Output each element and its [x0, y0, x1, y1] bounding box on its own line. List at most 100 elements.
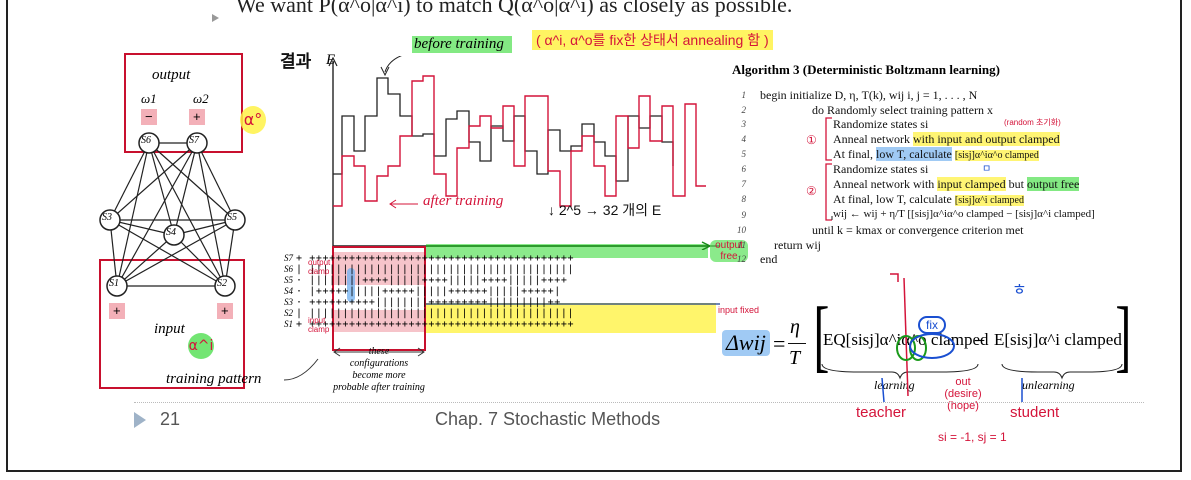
formula-equals: =: [773, 331, 786, 356]
algo-line-num-7: 7: [741, 179, 747, 189]
formula-minus: −: [974, 330, 986, 352]
state-label-s2: S2: [284, 308, 293, 318]
grid-blue-mark: [347, 268, 355, 302]
calc-note: ↓ 2^5 → 32 개의 E: [548, 202, 662, 218]
algo-line-num-1: 1: [741, 90, 747, 100]
grid-row-s1: + ++++++++++++++++++++++++++++++++++++++…: [296, 319, 575, 330]
node-s7: S7: [189, 135, 199, 146]
zi-note: ㅁ: [982, 164, 992, 175]
algo-line-7c: but: [1005, 177, 1027, 191]
output-label: output: [152, 67, 191, 83]
out-desire-note: out (desire) (hope): [944, 376, 982, 412]
state-label-s3: S3: [284, 297, 293, 307]
algo-line-num-6: 6: [741, 164, 747, 174]
node-s6: S6: [141, 135, 151, 146]
algo-line-num-8: 8: [741, 194, 747, 204]
algo-line-num-2: 2: [741, 105, 747, 115]
student-note: student: [1010, 404, 1060, 421]
output-sign-1: −: [145, 109, 153, 124]
values-note: si = -1, sj = 1: [938, 430, 1007, 444]
caption-line-4: probable after training: [333, 382, 425, 393]
page-number: 21: [160, 409, 181, 429]
bullet-arrow-icon: [212, 14, 219, 22]
grid-mid-line: [426, 303, 720, 305]
algo-line-12: end: [760, 252, 778, 266]
caption-line-2: configurations: [349, 358, 409, 369]
training-pattern-label: training pattern: [166, 371, 262, 387]
algo-line-2: do Randomly select training pattern x: [812, 103, 993, 117]
algo-line-num-10: 10: [737, 225, 746, 235]
input-clamp-note: input clamp: [308, 316, 330, 334]
algo-line-3: Randomize states si: [833, 117, 929, 131]
training-pattern-arrow: [283, 358, 319, 381]
input-label: input: [154, 321, 185, 337]
algo-line-7: Anneal network with input clamped but ou…: [833, 177, 1080, 192]
formula-eta: η: [790, 316, 800, 338]
unlearning-label: unlearning: [1022, 378, 1075, 392]
state-label-s5: S5: [284, 275, 293, 285]
algo-line-7b: input clamped: [937, 177, 1006, 191]
footer-divider: [134, 402, 1144, 403]
algo-line-5: At final, low T, calculate [sisj]α^iα^o …: [833, 147, 1039, 162]
formula-left-bracket: [: [813, 292, 830, 380]
grid-pink-bottom: [332, 310, 426, 332]
algo-brackets: [825, 117, 833, 221]
grid-yellow-highlight: [426, 303, 716, 333]
random-init-note: (random 초기화): [1004, 118, 1061, 127]
output-sign-2: +: [193, 109, 201, 124]
grid-top-line: [426, 241, 712, 250]
algo-line-num-9: 9: [741, 210, 747, 220]
algo-line-5a: At final,: [833, 147, 876, 161]
algo-line-num-11: 11: [737, 240, 746, 250]
state-label-s7: S7: [284, 253, 293, 263]
before-training-curve: [333, 77, 674, 182]
grid-row-s6: | ||||||||||||||||||||||||||||||||||||||…: [296, 264, 575, 275]
input-fixed-note: input fixed: [718, 305, 760, 315]
algo-line-7a: Anneal network with: [833, 177, 938, 191]
state-label-s4: S4: [284, 286, 293, 296]
algo-line-num-4: 4: [741, 134, 747, 144]
node-s2: S2: [217, 278, 227, 289]
formula-right-bracket: ]: [1115, 292, 1132, 380]
before-training-label: before training: [412, 36, 512, 53]
footer-title: Chap. 7 Stochastic Methods: [435, 409, 661, 429]
energy-plot: [328, 56, 720, 247]
algo-line-10: until k = kmax or convergence criterion …: [812, 223, 1024, 237]
grid-row-s5: · ||||||||++++|||||++++|||||++++|||||+++…: [296, 275, 568, 286]
algo-line-8a: At final, low T, calculate: [833, 192, 955, 206]
algo-line-num-5: 5: [741, 149, 747, 159]
omega2-label: ω2: [193, 91, 209, 106]
input-sign-2: +: [221, 303, 229, 318]
output-free-note: output free: [710, 240, 748, 262]
formula-underbraces: [821, 363, 1123, 380]
node-s5: S5: [227, 212, 237, 223]
top-text: We want P(α^o|α^i) to match Q(α^o|α^i) a…: [236, 0, 793, 17]
footer-arrow-icon: [134, 412, 146, 428]
teacher-note: teacher: [856, 404, 907, 421]
alpha-o-annotation: α°: [240, 106, 266, 134]
algo-line-11: return wij: [774, 238, 821, 252]
circle-1-note: ①: [806, 133, 817, 147]
formula-T: T: [789, 347, 801, 369]
alpha-i-annotation: α^i: [188, 333, 214, 359]
algo-line-4: Anneal network with input and output cla…: [833, 132, 1060, 147]
learning-label: learning: [874, 378, 915, 392]
formula-fraction-bar: [788, 343, 806, 344]
korean-note: ( α^i, α^o를 fix한 상태서 annealing 함 ): [532, 30, 773, 50]
after-training-curve: [333, 75, 706, 207]
node-s4: S4: [166, 227, 176, 238]
grid-row-s2: | ||||||||||||||||||||||||||||||||||||||…: [296, 308, 575, 319]
circle-2-note: ②: [806, 184, 817, 198]
grid-row-s7: + ++++++++++++++++++++++++++++++++++++++…: [296, 253, 575, 264]
result-note: 결과: [280, 52, 312, 71]
algo-line-num-12: 12: [737, 254, 746, 264]
algo-line-7d: output free: [1026, 177, 1080, 191]
input-sign-1: +: [113, 303, 121, 318]
node-s3: S3: [102, 212, 112, 223]
state-label-s1: S1: [284, 319, 293, 329]
grid-green-highlight: [426, 244, 708, 258]
algo-line-num-3: 3: [741, 119, 747, 129]
algo-line-6: Randomize states si: [833, 162, 929, 176]
algo-line-4a: Anneal network: [833, 132, 913, 146]
state-label-s6: S6: [284, 264, 293, 274]
